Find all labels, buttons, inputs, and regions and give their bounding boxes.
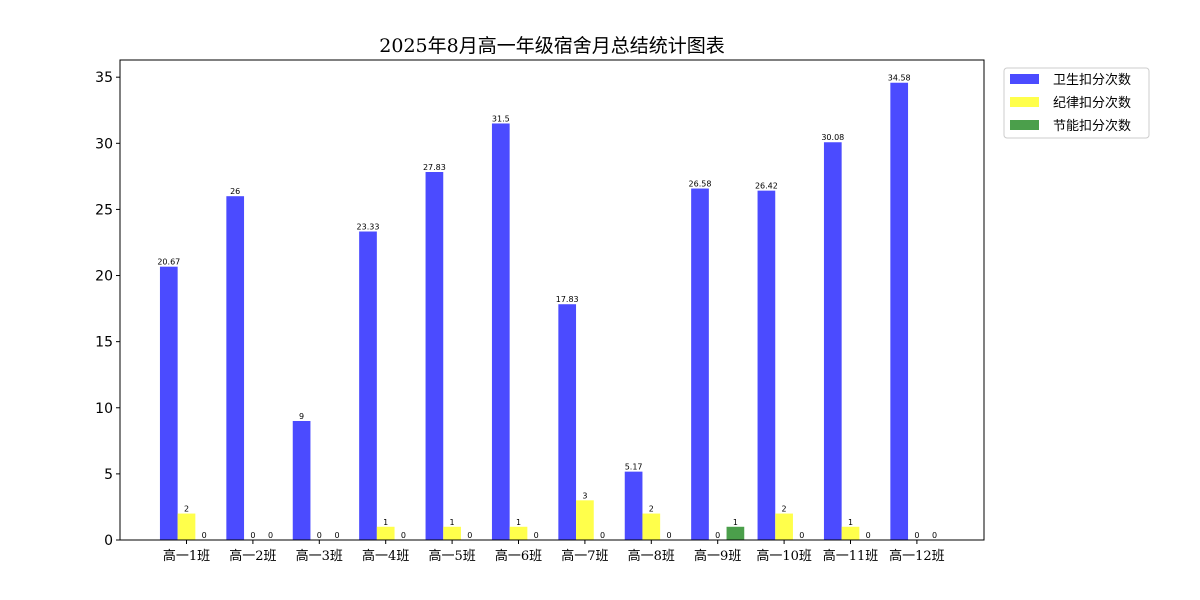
bar-value-label: 3 <box>582 491 587 500</box>
y-tick-label: 0 <box>104 533 113 549</box>
bar-value-label: 27.83 <box>423 163 446 172</box>
bar-series-1 <box>823 142 842 541</box>
bar-series-1 <box>425 172 444 540</box>
plot-frame <box>119 59 985 541</box>
bar-value-label: 26.58 <box>689 180 712 189</box>
bar-value-label: 26.42 <box>755 182 778 191</box>
bar-series-2 <box>376 526 395 540</box>
value-labels-group: 20.67 26 9 23.33 27.83 31.5 17.83 5.17 26.58 26.4… <box>157 74 937 540</box>
bars-group <box>159 82 909 541</box>
x-axis: 高一1班 高一2班 高一3班 高一4班 高一5班 高一6班 高一7班 高一8班 高一9班 高一10… <box>163 540 945 564</box>
y-tick-label: 10 <box>95 401 113 417</box>
bar-value-label: 2 <box>184 505 189 514</box>
bar-value-label: 0 <box>715 531 720 540</box>
bar-series-2 <box>576 500 594 540</box>
bar-series-2 <box>443 526 461 540</box>
bar-value-label: 5.17 <box>625 463 643 472</box>
bar-series-2 <box>177 513 196 540</box>
legend-swatch-series-1 <box>1010 74 1039 84</box>
bar-value-label: 1 <box>450 518 455 527</box>
bar-value-label: 0 <box>534 531 539 540</box>
bar-value-label: 20.67 <box>157 258 180 267</box>
bar-value-label: 0 <box>467 531 472 540</box>
x-tick-label: 高一3班 <box>296 548 343 564</box>
bar-series-1 <box>757 190 776 540</box>
bar-value-label: 9 <box>299 412 304 421</box>
y-tick-label: 35 <box>95 70 113 86</box>
bar-series-3 <box>726 526 745 540</box>
bar-value-label: 0 <box>268 531 273 540</box>
bar-value-label: 1 <box>733 518 738 527</box>
bar-series-1 <box>558 304 577 540</box>
x-tick-label: 高一8班 <box>628 548 675 564</box>
legend-box <box>1003 67 1150 139</box>
bar-value-label: 2 <box>649 505 654 514</box>
bar-series-1 <box>491 123 510 541</box>
x-tick-label: 高一9班 <box>694 548 741 564</box>
bar-value-label: 0 <box>334 531 339 540</box>
y-axis: 0 5 10 15 20 25 30 35 <box>95 70 120 549</box>
bar-series-1 <box>624 471 643 540</box>
bar-series-1 <box>691 188 709 540</box>
y-tick-label: 20 <box>95 269 113 285</box>
bar-value-label: 0 <box>317 531 322 540</box>
bar-series-2 <box>841 526 860 540</box>
bar-series-2 <box>509 526 528 540</box>
bar-value-label: 26 <box>230 187 240 196</box>
x-tick-label: 高一4班 <box>362 548 409 564</box>
bar-value-label: 0 <box>914 531 919 540</box>
legend-label-series-3: 节能扣分次数 <box>1053 118 1131 134</box>
bar-series-1 <box>226 196 245 540</box>
bar-series-2 <box>642 513 661 540</box>
x-tick-label: 高一5班 <box>428 548 475 564</box>
bar-value-label: 0 <box>799 531 804 540</box>
bar-value-label: 23.33 <box>357 223 380 232</box>
bar-value-label: 30.08 <box>821 133 844 142</box>
x-tick-label: 高一10班 <box>756 548 812 564</box>
bar-value-label: 0 <box>202 531 207 540</box>
bar-series-1 <box>159 266 178 540</box>
bar-series-1 <box>292 420 311 540</box>
x-tick-label: 高一2班 <box>229 548 276 564</box>
bar-value-label: 0 <box>932 531 937 540</box>
bar-value-label: 17.83 <box>556 295 579 304</box>
bar-value-label: 1 <box>383 518 388 527</box>
y-tick-label: 25 <box>95 202 113 218</box>
x-tick-label: 高一12班 <box>889 548 945 564</box>
bar-value-label: 1 <box>848 518 853 527</box>
y-tick-label: 5 <box>104 467 113 483</box>
bar-value-label: 1 <box>516 518 521 527</box>
x-tick-label: 高一1班 <box>163 548 210 564</box>
bar-value-label: 0 <box>666 531 671 540</box>
bar-value-label: 0 <box>866 531 871 540</box>
bar-series-2 <box>775 513 793 540</box>
y-tick-label: 30 <box>95 136 113 152</box>
legend-label-series-2: 纪律扣分次数 <box>1053 95 1131 111</box>
legend-label-series-1: 卫生扣分次数 <box>1053 72 1131 88</box>
y-tick-label: 15 <box>95 335 113 351</box>
bar-series-1 <box>890 82 909 540</box>
x-tick-label: 高一7班 <box>561 548 608 564</box>
bar-value-label: 2 <box>782 505 787 514</box>
legend-swatch-series-3 <box>1010 120 1039 130</box>
x-tick-label: 高一11班 <box>823 548 879 564</box>
bar-value-label: 0 <box>600 531 605 540</box>
bar-value-label: 0 <box>250 531 255 540</box>
legend-swatch-series-2 <box>1010 97 1039 107</box>
bar-value-label: 0 <box>401 531 406 540</box>
bar-series-1 <box>359 231 377 540</box>
x-tick-label: 高一6班 <box>495 548 542 564</box>
bar-value-label: 34.58 <box>888 74 911 83</box>
chart-title: 2025年8月高一年级宿舍月总结统计图表 <box>379 35 724 57</box>
bar-value-label: 31.5 <box>492 114 510 123</box>
